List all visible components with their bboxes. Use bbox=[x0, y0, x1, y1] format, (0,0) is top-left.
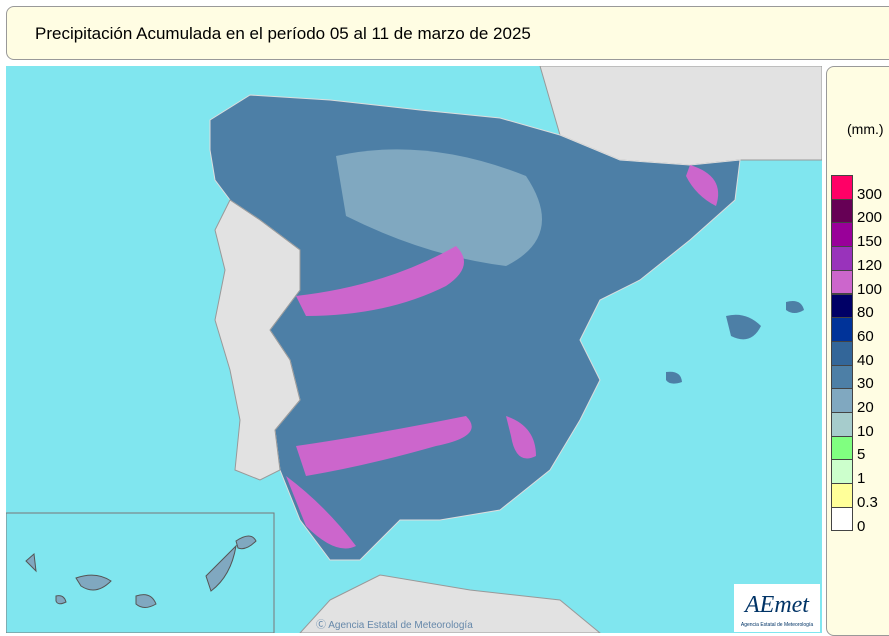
legend-swatch bbox=[831, 507, 853, 532]
page: Precipitación Acumulada en el período 05… bbox=[0, 0, 889, 633]
legend-swatch bbox=[831, 246, 853, 271]
logo: AEmet bbox=[743, 592, 810, 618]
credit: Ⓒ Agencia Estatal de Meteorología bbox=[316, 619, 473, 631]
logo-subtitle: Agencia Estatal de Meteorología bbox=[741, 622, 813, 628]
legend-swatch bbox=[831, 483, 853, 508]
legend-label: 20 bbox=[857, 400, 874, 416]
legend-label: 100 bbox=[857, 282, 882, 298]
legend-unit: (mm.) bbox=[847, 121, 884, 137]
legend-swatch bbox=[831, 317, 853, 342]
legend-label: 150 bbox=[857, 234, 882, 250]
map: Ⓒ Agencia Estatal de Meteorología AEmet … bbox=[6, 66, 822, 633]
legend-label: 5 bbox=[857, 447, 865, 463]
legend-label: 80 bbox=[857, 305, 874, 321]
legend: (mm.) 300 200 150 120 100 80 60 40 30 20 10 5 1 0.3 0 bbox=[826, 66, 889, 636]
legend-swatch bbox=[831, 436, 853, 461]
legend-swatch bbox=[831, 175, 853, 200]
legend-label: 0 bbox=[857, 519, 865, 535]
legend-swatch bbox=[831, 459, 853, 484]
legend-swatch bbox=[831, 388, 853, 413]
title: Precipitación Acumulada en el período 05… bbox=[6, 6, 889, 60]
legend-label: 0.3 bbox=[857, 495, 878, 511]
legend-label: 1 bbox=[857, 471, 865, 487]
legend-label: 10 bbox=[857, 424, 874, 440]
legend-swatch bbox=[831, 270, 853, 295]
legend-swatch bbox=[831, 294, 853, 319]
legend-label: 300 bbox=[857, 187, 882, 203]
legend-swatch bbox=[831, 199, 853, 224]
legend-swatch bbox=[831, 222, 853, 247]
legend-label: 40 bbox=[857, 353, 874, 369]
legend-label: 60 bbox=[857, 329, 874, 345]
legend-label: 30 bbox=[857, 376, 874, 392]
legend-swatch bbox=[831, 412, 853, 437]
legend-swatch bbox=[831, 341, 853, 366]
legend-label: 200 bbox=[857, 210, 882, 226]
legend-label: 120 bbox=[857, 258, 882, 274]
legend-swatch bbox=[831, 365, 853, 390]
